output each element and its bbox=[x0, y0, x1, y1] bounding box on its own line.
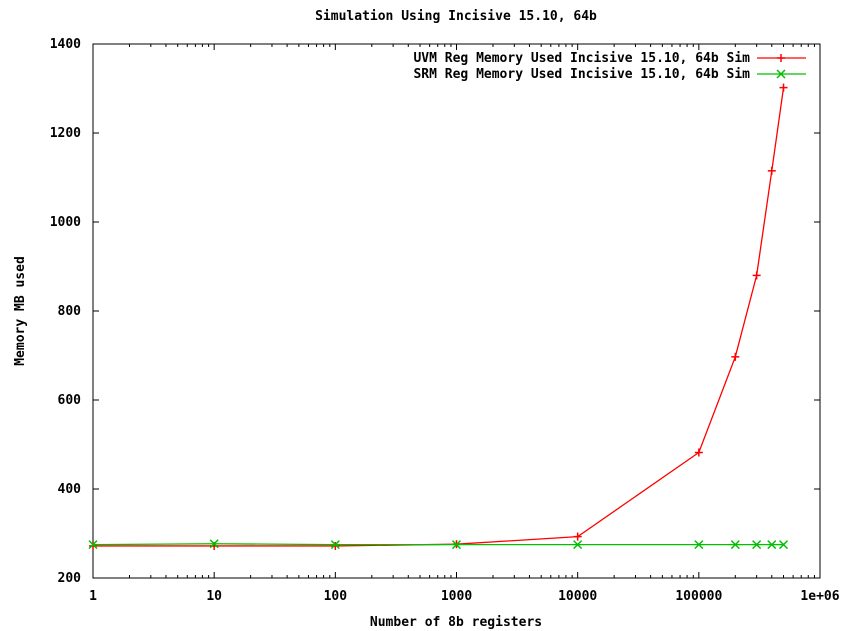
x-axis-label: Number of 8b registers bbox=[370, 615, 542, 630]
cross-marker bbox=[573, 540, 583, 550]
x-tick-label: 10 bbox=[206, 589, 222, 604]
y-tick-label: 600 bbox=[58, 393, 82, 408]
plot-area bbox=[92, 43, 821, 579]
x-tick-label: 1000 bbox=[441, 589, 472, 604]
y-tick-label: 200 bbox=[58, 571, 82, 586]
legend-label: UVM Reg Memory Used Incisive 15.10, 64b … bbox=[413, 51, 750, 66]
plus-marker bbox=[731, 352, 740, 361]
plus-marker bbox=[779, 83, 788, 92]
cross-marker bbox=[776, 69, 786, 79]
y-axis: 200 400 600 800 1000 1200 1400 bbox=[50, 37, 820, 586]
x-tick-label: 1 bbox=[89, 589, 97, 604]
cross-marker bbox=[451, 540, 462, 550]
plus-marker bbox=[752, 271, 761, 280]
plus-marker bbox=[767, 166, 776, 175]
legend: UVM Reg Memory Used Incisive 15.10, 64b … bbox=[413, 51, 806, 82]
y-tick-label: 1200 bbox=[50, 126, 81, 141]
x-tick-label: 1e+06 bbox=[800, 589, 839, 604]
series-line bbox=[92, 543, 784, 546]
plus-marker bbox=[694, 448, 703, 457]
x-axis: 1 10 100 1000 10000 100000 1e+06 bbox=[89, 44, 840, 604]
plus-marker bbox=[89, 541, 97, 550]
cross-marker bbox=[730, 540, 740, 550]
plus-marker bbox=[777, 54, 785, 62]
y-axis-label: Memory MB used bbox=[13, 256, 28, 366]
y-tick-label: 400 bbox=[58, 482, 82, 497]
y-tick-label: 800 bbox=[58, 304, 82, 319]
cross-marker bbox=[209, 539, 219, 549]
x-tick-label: 10000 bbox=[558, 589, 597, 604]
plus-marker bbox=[331, 541, 340, 550]
cross-marker bbox=[767, 540, 777, 550]
chart-title: Simulation Using Incisive 15.10, 64b bbox=[315, 9, 597, 24]
x-tick-label: 100000 bbox=[675, 589, 722, 604]
y-tick-label: 1000 bbox=[50, 215, 81, 230]
cross-marker bbox=[694, 540, 704, 550]
series-layer bbox=[88, 83, 789, 550]
cross-marker bbox=[778, 540, 789, 550]
cross-marker bbox=[88, 540, 98, 550]
cross-marker bbox=[752, 540, 762, 550]
series-line bbox=[93, 87, 785, 547]
plus-marker bbox=[573, 532, 582, 541]
cross-marker bbox=[330, 540, 340, 550]
legend-label: SRM Reg Memory Used Incisive 15.10, 64b … bbox=[413, 67, 750, 82]
x-tick-label: 100 bbox=[324, 589, 348, 604]
y-tick-label: 1400 bbox=[50, 37, 81, 52]
